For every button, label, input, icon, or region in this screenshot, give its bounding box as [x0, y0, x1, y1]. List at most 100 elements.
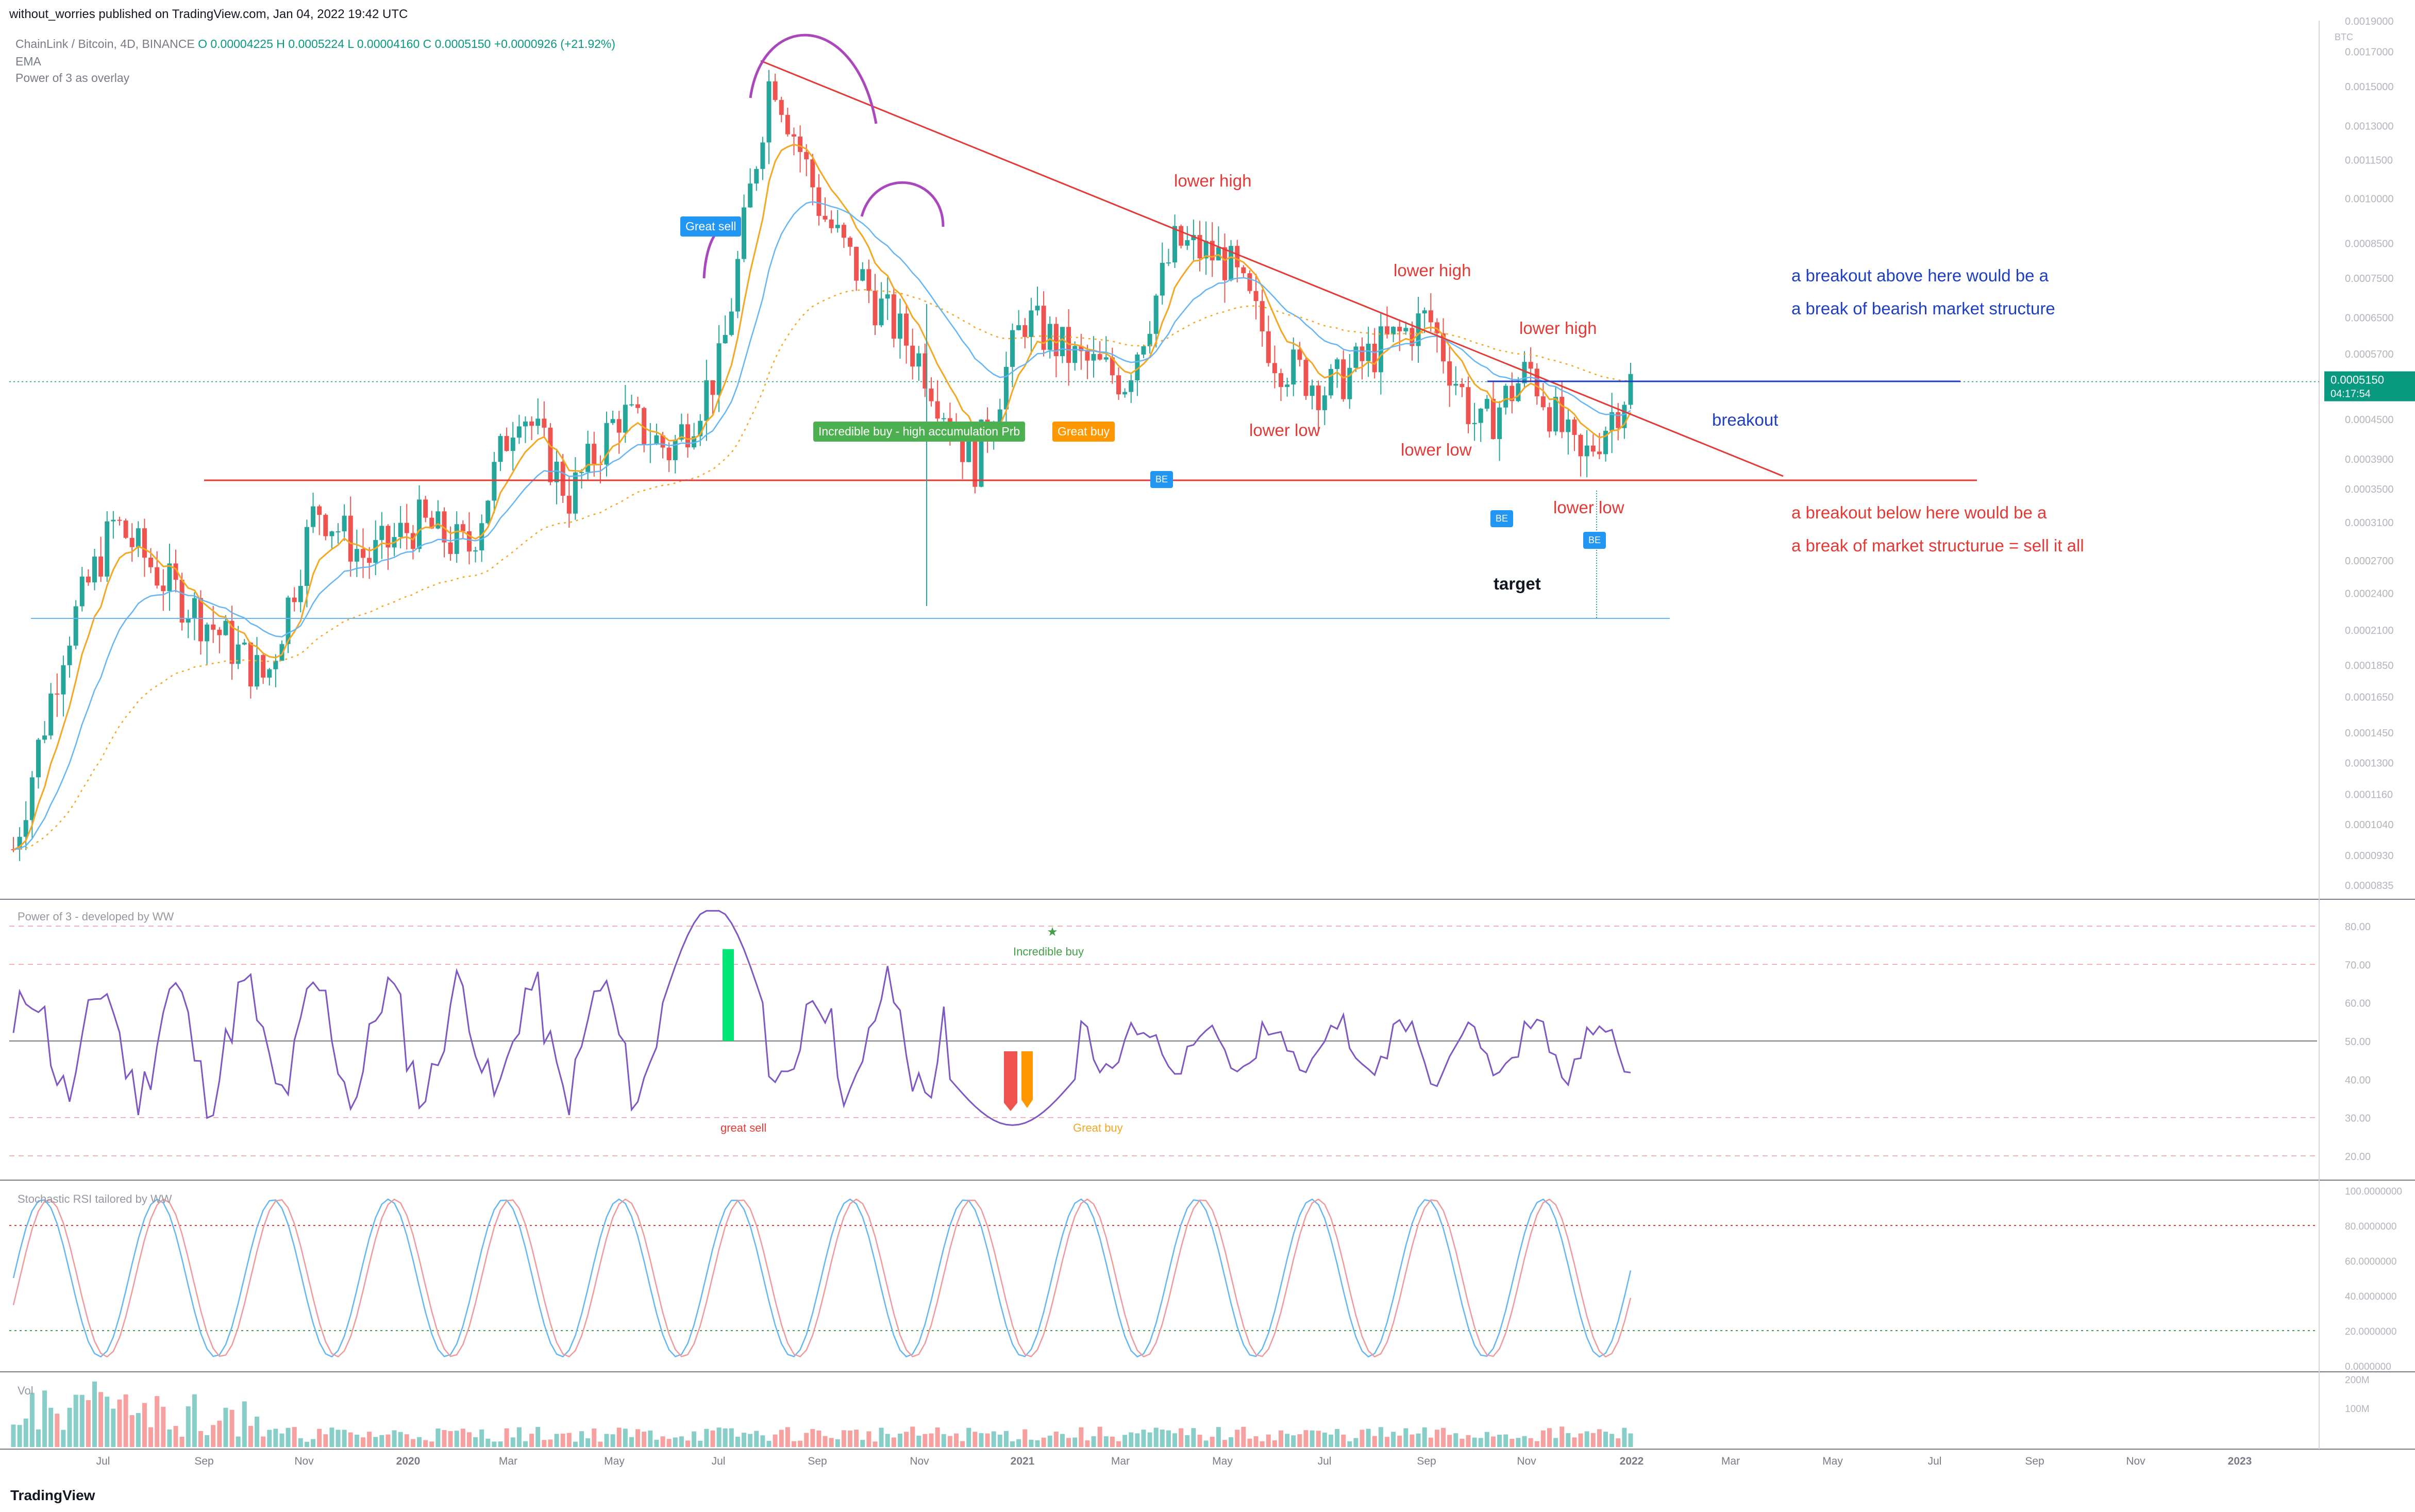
volume-bar	[604, 1434, 609, 1447]
candle-body	[67, 645, 72, 665]
candle-body	[610, 419, 615, 423]
volume-bar	[17, 1425, 22, 1447]
volume-bar	[36, 1429, 41, 1447]
volume-bar	[542, 1440, 547, 1447]
candle-body	[1553, 397, 1558, 432]
stoch-tick-label: 0.0000000	[2345, 1362, 2391, 1372]
volume-bar	[785, 1427, 790, 1447]
candle-body	[810, 159, 815, 188]
volume-bar	[1590, 1433, 1596, 1447]
candle-body	[923, 353, 928, 389]
power-arc-top	[749, 33, 878, 124]
volume-bar	[1297, 1434, 1302, 1447]
candle-body	[642, 408, 647, 445]
volume-bar	[779, 1430, 784, 1447]
tradingview-logo[interactable]: TradingView	[10, 1487, 95, 1504]
volume-bar	[442, 1430, 447, 1447]
candle-body	[385, 526, 391, 548]
candle-body	[105, 521, 110, 577]
candle-body	[1197, 234, 1202, 259]
candle-body	[791, 134, 796, 137]
volume-bar	[1279, 1430, 1284, 1447]
volume-bar	[1072, 1437, 1078, 1447]
candle-body	[492, 462, 497, 501]
candle-body	[1478, 409, 1483, 423]
candle-body	[716, 343, 722, 395]
candle-body	[1091, 354, 1096, 361]
volume-bar	[716, 1427, 722, 1447]
candle-body	[1116, 375, 1121, 395]
annotation-lower-low-3: lower low	[1553, 498, 1624, 517]
vol-pane-title[interactable]: Vol	[18, 1384, 33, 1397]
volume-bar	[111, 1408, 116, 1447]
volume-bar	[205, 1435, 210, 1447]
candle-body	[573, 472, 578, 514]
symbol-legend[interactable]: ChainLink / Bitcoin, 4D, BINANCE O 0.000…	[15, 37, 615, 51]
candle-body	[1185, 240, 1190, 246]
volume-bar	[1179, 1428, 1184, 1447]
stoch-pane-title[interactable]: Stochastic RSI tailored by WW	[18, 1192, 172, 1205]
volume-bar	[198, 1431, 203, 1447]
volume-bar	[1022, 1429, 1028, 1447]
volume-bar	[979, 1433, 984, 1447]
candle-body	[1328, 368, 1333, 396]
volume-bar	[1197, 1435, 1202, 1447]
candle-body	[504, 436, 509, 451]
candle-body	[1260, 301, 1265, 331]
price-tick-label: 0.0006500	[2345, 313, 2394, 324]
candle-body	[317, 506, 322, 515]
candle-body	[1047, 324, 1052, 350]
incredible-buy-tag: Incredible buy - high accumulation Prb	[813, 422, 1026, 442]
candle-body	[367, 558, 372, 563]
volume-bar	[735, 1436, 740, 1447]
volume-bar	[1097, 1426, 1102, 1447]
rsi-pane-title[interactable]: Power of 3 - developed by WW	[18, 910, 174, 923]
be-tag-3: BE	[1583, 532, 1606, 549]
price-tick-label: 0.0015000	[2345, 81, 2394, 93]
volume-bar	[873, 1441, 878, 1447]
candle-body	[1079, 346, 1084, 351]
candle-body	[360, 549, 365, 558]
volume-bar	[448, 1431, 453, 1447]
volume-bar	[1153, 1427, 1159, 1447]
volume-bar	[1522, 1436, 1527, 1447]
volume-bar	[504, 1428, 509, 1447]
overlay-legend[interactable]: Power of 3 as overlay	[15, 71, 130, 85]
rsi-tick-label: 20.00	[2345, 1151, 2371, 1163]
candle-body	[229, 620, 234, 664]
volume-bar	[623, 1429, 628, 1447]
ohlc-values: O 0.00004225 H 0.0005224 L 0.00004160 C …	[198, 37, 616, 51]
price-tick-label: 0.0003500	[2345, 484, 2394, 495]
time-tick-label: Sep	[1417, 1455, 1436, 1467]
volume-bar	[548, 1439, 553, 1447]
volume-bar	[1490, 1436, 1496, 1447]
candle-body	[179, 579, 185, 623]
volume-bar	[1241, 1426, 1246, 1447]
volume-bar	[429, 1441, 434, 1447]
volume-bar	[1335, 1429, 1340, 1447]
volume-bar	[660, 1436, 665, 1447]
volume-bar	[1622, 1427, 1627, 1447]
vol-tick-label: 100M	[2345, 1404, 2370, 1415]
candle-body	[73, 606, 78, 646]
volume-bar	[1103, 1436, 1109, 1447]
publish-header: without_worries published on TradingView…	[9, 7, 408, 21]
candle-body	[798, 136, 803, 152]
price-tick-label: 0.0002400	[2345, 588, 2394, 599]
candle-body	[1179, 226, 1184, 246]
volume-bar	[579, 1431, 584, 1447]
candle-body	[1422, 310, 1427, 314]
ema-legend[interactable]: EMA	[15, 55, 41, 68]
symbol-name: ChainLink / Bitcoin, 4D, BINANCE	[15, 37, 195, 51]
volume-bar	[217, 1420, 222, 1447]
volume-bar	[704, 1429, 709, 1447]
volume-bar	[1247, 1438, 1252, 1447]
volume-bar	[710, 1430, 715, 1447]
volume-bar	[923, 1434, 928, 1447]
candle-body	[972, 438, 978, 487]
volume-bar	[1272, 1440, 1277, 1447]
volume-bar	[286, 1427, 291, 1447]
volume-bar	[1260, 1441, 1265, 1447]
candle-body	[460, 524, 465, 531]
